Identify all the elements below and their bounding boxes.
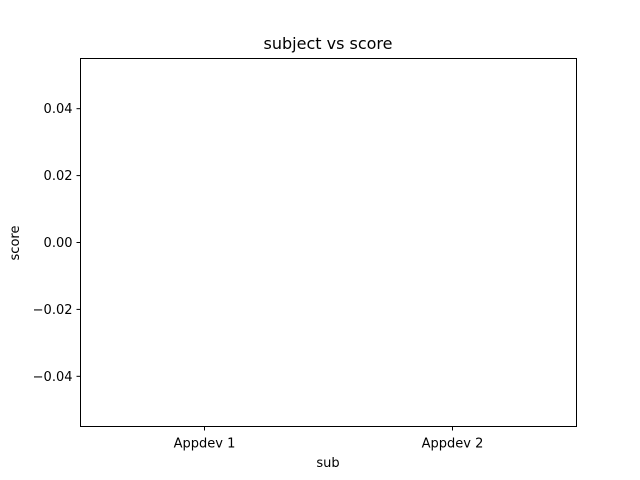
x-axis-ticks: Appdev 1 Appdev 2 [174,426,484,452]
y-tick-label: −0.04 [33,370,73,385]
y-tick-label: 0.00 [44,236,73,251]
x-tick-label: Appdev 1 [174,437,236,452]
y-tick-label: −0.02 [33,303,73,318]
x-axis-label: sub [316,456,339,471]
y-axis-label: score [8,226,23,261]
y-axis-ticks: 0.04 0.02 0.00 −0.02 −0.04 [33,102,81,385]
y-tick-label: 0.02 [44,169,73,184]
y-tick-label: 0.04 [44,102,73,117]
x-tick-label: Appdev 2 [422,437,484,452]
plot-frame [80,58,577,427]
chart-title: subject vs score [264,34,393,53]
